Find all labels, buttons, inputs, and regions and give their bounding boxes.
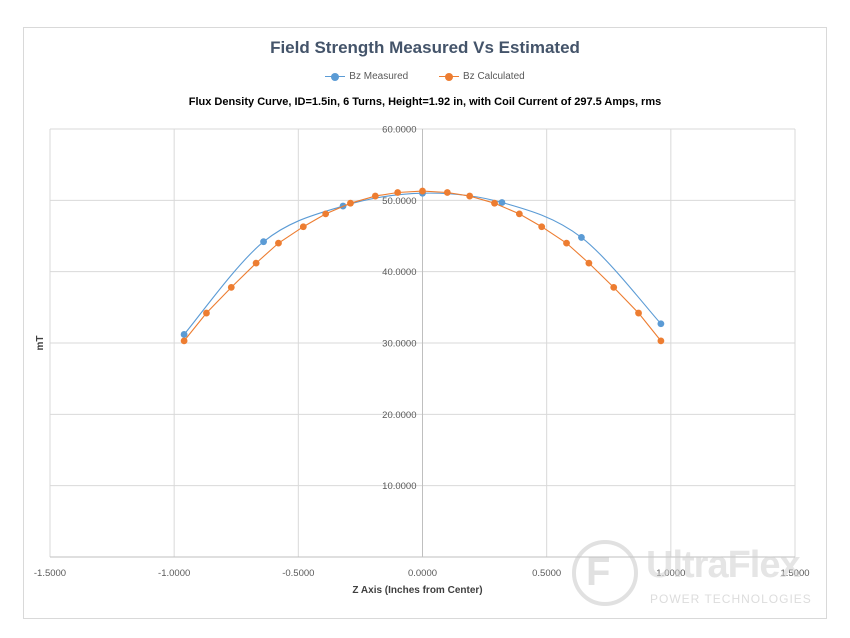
x-tick-label-1: -1.0000 bbox=[158, 568, 190, 579]
point-bz-measured-5 bbox=[578, 234, 585, 241]
x-tick-label-3: 0.0000 bbox=[408, 568, 437, 579]
legend-swatch-measured bbox=[325, 72, 346, 82]
point-bz-measured-6 bbox=[657, 320, 665, 328]
point-bz-calculated-12 bbox=[466, 192, 474, 200]
x-axis-label: Z Axis (Inches from Center) bbox=[352, 585, 482, 596]
y-tick-label-2: 30.0000 bbox=[382, 339, 416, 350]
point-bz-calculated-8 bbox=[371, 192, 379, 200]
ultraflex-logo-icon: F bbox=[572, 540, 638, 606]
point-bz-calculated-0 bbox=[180, 337, 188, 345]
y-tick-label-1: 20.0000 bbox=[382, 410, 416, 421]
point-bz-calculated-1 bbox=[203, 309, 210, 317]
legend-entry-calculated: Bz Calculated bbox=[439, 71, 525, 82]
point-bz-calculated-9 bbox=[394, 189, 402, 196]
chart-title: Field Strength Measured Vs Estimated bbox=[270, 38, 580, 57]
x-tick-label-4: 0.5000 bbox=[532, 568, 561, 579]
x-tick-label-0: -1.5000 bbox=[34, 568, 66, 579]
point-bz-calculated-16 bbox=[563, 239, 570, 247]
point-bz-calculated-13 bbox=[491, 199, 498, 207]
chart-subtitle: Flux Density Curve, ID=1.5in, 6 Turns, H… bbox=[188, 96, 662, 108]
y-tick-label-4: 50.0000 bbox=[382, 196, 416, 207]
point-bz-calculated-4 bbox=[275, 239, 282, 247]
legend: Bz Measured Bz Calculated bbox=[0, 71, 850, 85]
point-bz-calculated-3 bbox=[252, 259, 260, 267]
legend-label-calculated: Bz Calculated bbox=[463, 71, 525, 82]
chart-frame bbox=[23, 27, 827, 619]
y-tick-label-3: 40.0000 bbox=[382, 267, 416, 278]
y-tick-label-5: 60.0000 bbox=[382, 125, 416, 136]
legend-swatch-calculated bbox=[439, 72, 459, 82]
legend-label-measured: Bz Measured bbox=[349, 71, 409, 82]
point-bz-calculated-19 bbox=[635, 309, 642, 317]
watermark-name: UltraFlex bbox=[646, 544, 801, 586]
point-bz-calculated-18 bbox=[610, 283, 618, 291]
point-bz-calculated-11 bbox=[443, 189, 451, 196]
point-bz-calculated-6 bbox=[322, 210, 330, 218]
x-tick-label-6: 1.5000 bbox=[780, 568, 809, 579]
point-bz-measured-0 bbox=[180, 331, 188, 338]
watermark-tagline: POWER TECHNOLOGIES bbox=[650, 592, 812, 606]
x-tick-label-2: -0.5000 bbox=[282, 568, 314, 579]
point-bz-calculated-5 bbox=[299, 223, 307, 231]
point-bz-calculated-20 bbox=[657, 337, 665, 345]
y-axis-label: mT bbox=[35, 336, 46, 351]
point-bz-calculated-10 bbox=[419, 187, 426, 195]
watermark: F UltraFlex POWER TECHNOLOGIES bbox=[572, 540, 822, 612]
point-bz-measured-4 bbox=[498, 199, 506, 206]
point-bz-calculated-17 bbox=[585, 259, 593, 267]
point-bz-measured-1 bbox=[260, 238, 267, 246]
point-bz-calculated-2 bbox=[227, 283, 235, 291]
x-tick-label-5: 1.0000 bbox=[656, 568, 685, 579]
legend-entry-measured: Bz Measured bbox=[325, 71, 408, 82]
y-tick-label-0: 10.0000 bbox=[382, 481, 416, 492]
point-bz-calculated-14 bbox=[515, 210, 523, 218]
point-bz-calculated-15 bbox=[538, 223, 546, 231]
point-bz-calculated-7 bbox=[347, 199, 354, 207]
